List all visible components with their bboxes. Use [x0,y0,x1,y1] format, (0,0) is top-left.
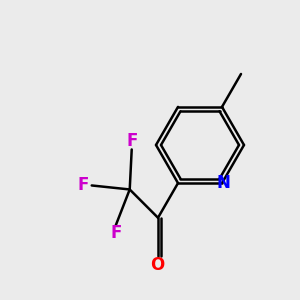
Text: F: F [110,224,122,242]
Text: F: F [77,176,88,194]
Text: N: N [216,174,230,192]
Text: F: F [126,133,137,151]
Text: O: O [150,256,164,274]
